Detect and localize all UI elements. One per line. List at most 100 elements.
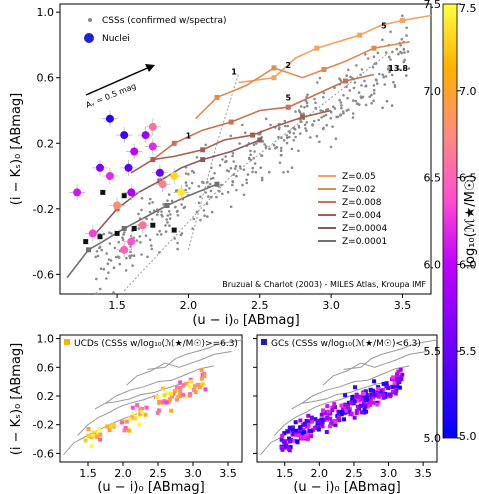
css-point [322, 91, 326, 95]
css-point [192, 384, 197, 389]
model-age-marker [100, 189, 106, 195]
y-tick-label: -0.2 [33, 419, 54, 432]
css-point [204, 191, 207, 194]
css-point [166, 399, 171, 404]
css-point [378, 392, 383, 397]
css-point [353, 385, 357, 390]
reference-line [187, 74, 239, 250]
model-age-marker [150, 222, 156, 228]
css-point [378, 389, 383, 394]
css-point [381, 395, 386, 400]
css-point [339, 412, 344, 417]
css-point [195, 156, 199, 159]
css-point [204, 143, 208, 147]
css-point [373, 393, 378, 398]
css-point [102, 232, 106, 236]
css-point [224, 155, 227, 158]
model-age-marker [121, 226, 127, 231]
css-point [107, 258, 111, 261]
css-point [293, 432, 298, 437]
colorbar-tick-text: 7.0 [459, 85, 477, 98]
css-point [279, 149, 283, 152]
css-point [302, 430, 306, 435]
css-point [280, 447, 285, 452]
css-point [402, 60, 406, 64]
css-point [199, 195, 202, 198]
css-point [251, 170, 254, 174]
css-point [155, 395, 160, 399]
css-point [190, 181, 194, 185]
css-point [192, 171, 196, 174]
css-point [286, 170, 290, 173]
css-point [386, 386, 391, 391]
css-point [98, 437, 103, 442]
css-point [374, 78, 378, 81]
nucleus-point [170, 172, 179, 180]
css-point [218, 164, 222, 167]
css-point [345, 74, 349, 77]
css-point [140, 409, 145, 414]
css-point [155, 410, 160, 415]
css-point [259, 166, 263, 169]
css-point [322, 417, 327, 422]
css-point [370, 93, 373, 97]
css-point [165, 218, 168, 221]
css-point [144, 234, 148, 237]
css-point [98, 245, 102, 249]
model-age-marker [257, 137, 263, 143]
css-point [316, 427, 321, 432]
css-point [172, 388, 177, 393]
css-point [303, 106, 306, 109]
css-point [340, 106, 343, 110]
css-point [384, 381, 389, 386]
css-point [202, 209, 206, 212]
css-point [125, 256, 128, 260]
css-point [209, 177, 213, 181]
model-legend-label: Z=0.05 [342, 172, 376, 182]
css-point [368, 387, 373, 392]
css-point [321, 408, 325, 413]
css-point [376, 387, 381, 392]
x-tick-label: 2.0 [180, 299, 198, 312]
css-point [306, 423, 311, 428]
legend-nuclei-marker [84, 33, 94, 43]
css-point [290, 147, 294, 151]
model-age-marker [271, 65, 277, 71]
colorbar-value-label: 6.5 [424, 172, 442, 185]
css-point [283, 119, 287, 123]
css-point [150, 244, 153, 247]
y-tick-label: 1.0 [37, 6, 55, 19]
css-point [248, 157, 251, 160]
css-point [146, 255, 149, 259]
css-point [278, 126, 281, 129]
age-label: 5 [286, 94, 292, 103]
css-point [284, 445, 289, 450]
css-point [354, 409, 359, 413]
css-point [180, 232, 184, 235]
css-point [393, 391, 398, 396]
css-point [305, 432, 310, 437]
model-legend-label: Z=0.02 [342, 185, 376, 195]
css-point [298, 425, 303, 430]
nucleus-point [138, 221, 147, 230]
css-point [96, 254, 100, 258]
css-point [184, 181, 188, 184]
css-point [280, 433, 285, 438]
css-point [95, 435, 100, 439]
model-age-marker [357, 32, 363, 38]
gc-xlabel: (u − i)₀ [ABmag] [293, 480, 400, 494]
model-track [130, 109, 332, 174]
model-track [105, 365, 215, 404]
model-track [322, 351, 427, 386]
css-point [105, 424, 110, 429]
nucleus-point [124, 163, 133, 172]
css-point [364, 409, 369, 414]
css-point [317, 118, 321, 122]
css-point [329, 117, 333, 120]
css-point [356, 394, 361, 399]
gc-plot-frame [256, 334, 438, 463]
css-point [137, 227, 141, 230]
css-point [288, 131, 292, 134]
css-point [309, 136, 312, 139]
css-point [150, 218, 154, 221]
